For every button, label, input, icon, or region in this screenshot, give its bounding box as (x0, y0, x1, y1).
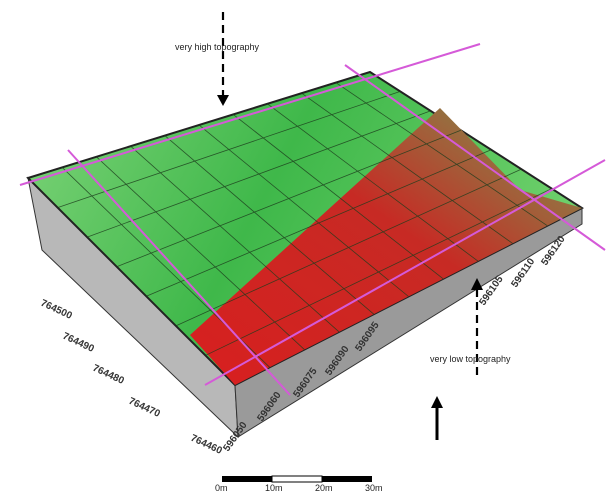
northing-label: 764480 (91, 363, 126, 387)
northing-label: 764470 (127, 396, 162, 420)
northing-label: 764490 (61, 331, 96, 355)
northing-label: 764460 (189, 433, 224, 457)
arrow-head (217, 95, 229, 106)
scale-label: 20m (315, 483, 333, 493)
scale-label: 30m (365, 483, 383, 493)
scale-bar (222, 476, 372, 482)
terrain-figure: very high topography very low topography… (0, 0, 611, 493)
north-arrow-head (431, 396, 443, 408)
annotation: very high topography (175, 42, 260, 52)
annotation: very low topography (430, 354, 511, 364)
scale-label: 10m (265, 483, 283, 493)
northing-label: 764500 (39, 298, 74, 322)
scale-label: 0m (215, 483, 228, 493)
